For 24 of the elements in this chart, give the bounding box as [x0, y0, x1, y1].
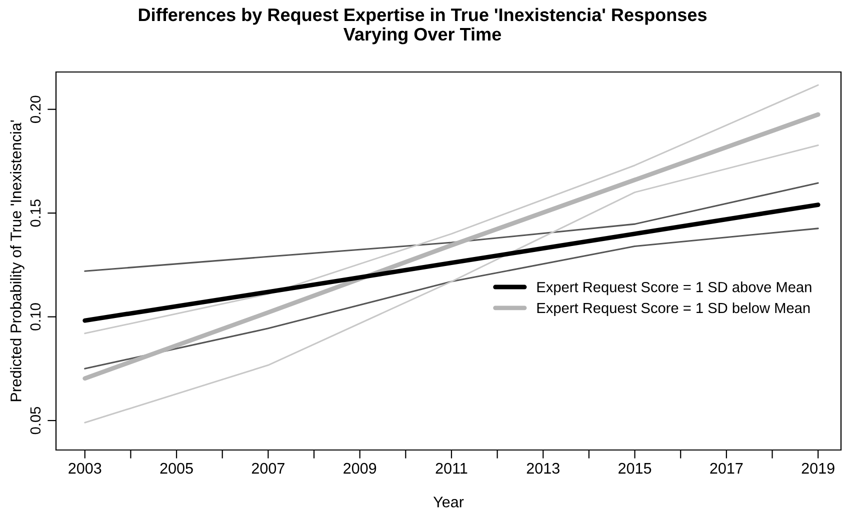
x-tick-label: 2003	[68, 462, 102, 474]
y-tick-label: 0.10	[30, 303, 41, 330]
line-series	[82, 202, 820, 323]
line-series	[84, 182, 819, 272]
x-axis-title: Year	[433, 496, 464, 508]
y-tick-label: 0.20	[30, 96, 41, 123]
x-tick-label: 2013	[526, 462, 560, 474]
x-tick-label: 2011	[436, 462, 468, 474]
line-series	[82, 112, 820, 381]
x-tick-label: 2009	[344, 462, 376, 474]
chart-title: Differences by Request Expertise in True 'Inexistencia' Responses Varying Over Time	[138, 8, 707, 44]
line-series	[84, 228, 819, 370]
x-tick-label: 2007	[252, 462, 284, 474]
x-tick-label: 2015	[618, 462, 652, 474]
line-series	[84, 144, 819, 424]
x-tick-label: 2019	[802, 462, 834, 474]
line-series	[84, 84, 819, 334]
y-tick-label: 0.15	[30, 199, 41, 227]
x-tick-label: 2005	[160, 462, 193, 474]
x-tick-label: 2017	[710, 462, 743, 474]
legend-label: Expert Request Score = 1 SD above Mean	[537, 282, 812, 296]
legend-label: Expert Request Score = 1 SD below Mean	[537, 302, 810, 316]
y-axis-title: Predicted Probability of True 'Inexistencia'	[10, 120, 24, 402]
y-tick-label: 0.05	[30, 406, 41, 434]
